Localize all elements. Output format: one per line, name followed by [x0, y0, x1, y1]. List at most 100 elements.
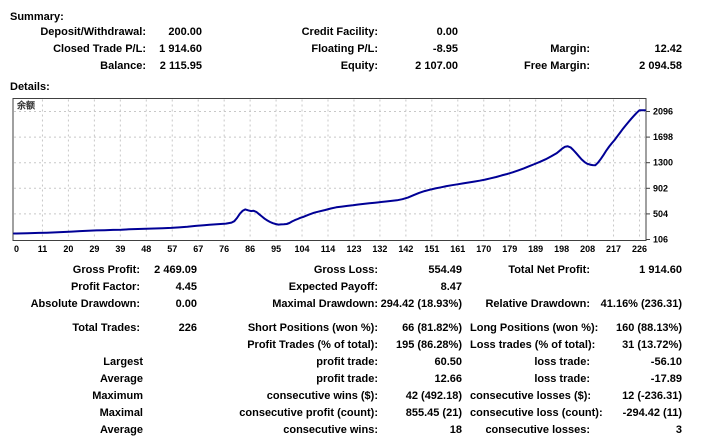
label-gross-loss: Gross Loss: — [313, 264, 378, 276]
value-short-positions: 66 (81.82%) — [402, 322, 462, 334]
value-profit-factor: 4.45 — [175, 281, 197, 293]
value-expected-payoff: 8.47 — [440, 281, 462, 293]
details-heading: Details: — [10, 81, 50, 93]
value-margin: 12.42 — [654, 43, 682, 55]
value-deposit-withdrawal: 200.00 — [168, 26, 202, 38]
label-average-profit-trade: profit trade: — [316, 373, 378, 385]
value-balance: 2 115.95 — [159, 60, 202, 72]
label-average-2: Average — [99, 424, 143, 436]
label-consecutive-profit: consecutive profit (count): — [239, 407, 378, 419]
chart-gridlines — [14, 99, 645, 240]
svg-text:142: 142 — [398, 244, 413, 254]
svg-text:104: 104 — [295, 244, 310, 254]
svg-text:114: 114 — [321, 244, 336, 254]
svg-text:2096: 2096 — [653, 107, 673, 117]
value-total-trades: 226 — [178, 322, 197, 334]
svg-text:132: 132 — [372, 244, 387, 254]
svg-text:48: 48 — [141, 244, 151, 254]
value-closed-trade-pl: 1 914.60 — [159, 43, 202, 55]
label-profit-factor: Profit Factor: — [70, 281, 140, 293]
svg-text:29: 29 — [89, 244, 99, 254]
balance-curve-chart: 0 11 20 29 39 48 57 67 76 86 95 104 114 123 132 142 151 1… — [12, 98, 673, 254]
svg-text:0: 0 — [14, 244, 19, 254]
svg-text:106: 106 — [653, 235, 668, 245]
label-maximum: Maximum — [92, 390, 143, 402]
svg-text:86: 86 — [245, 244, 255, 254]
label-consecutive-wins: consecutive wins ($): — [266, 390, 378, 402]
svg-text:57: 57 — [167, 244, 177, 254]
svg-text:67: 67 — [193, 244, 203, 254]
label-total-trades: Total Trades: — [72, 322, 140, 334]
svg-text:76: 76 — [219, 244, 229, 254]
label-closed-trade-pl: Closed Trade P/L: — [53, 43, 146, 55]
value-long-positions: 160 (88.13%) — [615, 322, 682, 334]
label-average: Average — [99, 373, 143, 385]
value-avg-consecutive-wins: 18 — [449, 424, 462, 436]
label-equity: Equity: — [340, 60, 378, 72]
label-maximal-drawdown: Maximal Drawdown: — [272, 298, 378, 310]
value-credit-facility: 0.00 — [436, 26, 458, 38]
label-profit-trades: Profit Trades (% of total): — [247, 339, 378, 351]
svg-text:39: 39 — [115, 244, 125, 254]
svg-text:151: 151 — [424, 244, 439, 254]
stats-row-trades: Total Trades: 226 Short Positions (won %… — [0, 322, 720, 335]
stats-row-factor: Profit Factor: 4.45 Expected Payoff: 8.4… — [0, 281, 720, 294]
value-consecutive-losses: 12 (-236.31) — [622, 390, 682, 402]
value-largest-loss-trade: -56.10 — [650, 356, 682, 368]
label-margin: Margin: — [550, 43, 590, 55]
label-consecutive-losses: consecutive losses ($): — [470, 390, 592, 402]
label-floating-pl: Floating P/L: — [311, 43, 378, 55]
label-gross-profit: Gross Profit: — [72, 264, 140, 276]
value-consecutive-loss: -294.42 (11) — [622, 407, 682, 419]
svg-text:123: 123 — [346, 244, 361, 254]
svg-text:504: 504 — [653, 209, 668, 219]
value-gross-profit: 2 469.09 — [154, 264, 197, 276]
label-maximal: Maximal — [99, 407, 143, 419]
svg-text:226: 226 — [632, 244, 647, 254]
label-largest-loss-trade: loss trade: — [534, 356, 590, 368]
svg-text:170: 170 — [476, 244, 491, 254]
svg-text:95: 95 — [271, 244, 281, 254]
label-credit-facility: Credit Facility: — [301, 26, 378, 38]
svg-text:1300: 1300 — [653, 158, 673, 168]
value-floating-pl: -8.95 — [432, 43, 458, 55]
stats-row-drawdown: Absolute Drawdown: 0.00 Maximal Drawdown… — [0, 298, 720, 311]
stats-row-gross: Gross Profit: 2 469.09 Gross Loss: 554.4… — [0, 264, 720, 277]
stats-row-largest: Largest profit trade: 60.50 loss trade: … — [0, 356, 720, 369]
label-largest-profit-trade: profit trade: — [316, 356, 378, 368]
value-absolute-drawdown: 0.00 — [175, 298, 197, 310]
label-loss-trades: Loss trades (% of total): — [470, 339, 596, 351]
stats-row-maximal: Maximal consecutive profit (count): 855.… — [0, 407, 720, 420]
label-free-margin: Free Margin: — [523, 60, 590, 72]
svg-text:161: 161 — [450, 244, 465, 254]
svg-text:189: 189 — [528, 244, 543, 254]
label-average-loss-trade: loss trade: — [534, 373, 590, 385]
svg-text:208: 208 — [580, 244, 595, 254]
label-consecutive-loss: consecutive loss (count): — [470, 407, 603, 419]
label-total-net-profit: Total Net Profit: — [508, 264, 590, 276]
value-total-net-profit: 1 914.60 — [639, 264, 682, 276]
label-avg-consecutive-losses: consecutive losses: — [485, 424, 590, 436]
stats-row-profit-trades: Profit Trades (% of total): 195 (86.28%)… — [0, 339, 720, 352]
summary-row-2: Closed Trade P/L: 1 914.60 Floating P/L:… — [0, 43, 720, 56]
svg-text:198: 198 — [554, 244, 569, 254]
svg-text:1698: 1698 — [653, 132, 673, 142]
label-absolute-drawdown: Absolute Drawdown: — [30, 298, 140, 310]
summary-row-1: Deposit/Withdrawal: 200.00 Credit Facili… — [0, 26, 720, 39]
svg-text:902: 902 — [653, 183, 668, 193]
y-axis-tick-labels: 106 504 902 1300 1698 2096 — [646, 107, 673, 245]
value-profit-trades: 195 (86.28%) — [395, 339, 462, 351]
stats-row-average-trade: Average profit trade: 12.66 loss trade: … — [0, 373, 720, 386]
value-maximal-drawdown: 294.42 (18.93%) — [380, 298, 462, 310]
summary-heading: Summary: — [10, 11, 64, 23]
x-axis-tick-labels: 0 11 20 29 39 48 57 67 76 86 95 104 114 123 132 142 151 1… — [14, 244, 647, 254]
value-largest-profit-trade: 60.50 — [434, 356, 462, 368]
stats-row-maximum: Maximum consecutive wins ($): 42 (492.18… — [0, 390, 720, 403]
label-balance: Balance: — [100, 60, 146, 72]
chart-legend-balance-label: 余额 — [16, 100, 35, 111]
balance-curve-line — [13, 109, 646, 235]
svg-text:217: 217 — [606, 244, 621, 254]
svg-text:179: 179 — [502, 244, 517, 254]
label-largest: Largest — [103, 356, 143, 368]
